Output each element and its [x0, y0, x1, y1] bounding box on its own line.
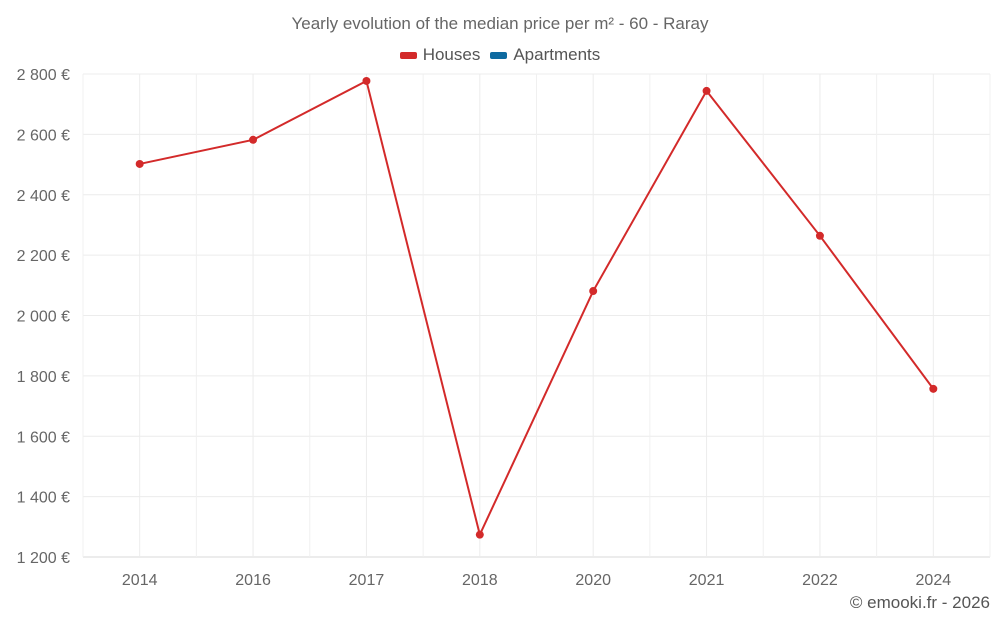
y-tick-label: 2 000 €: [17, 309, 70, 326]
legend: Houses Apartments: [0, 45, 1000, 65]
houses-swatch-icon: [399, 51, 417, 59]
data-point[interactable]: [702, 86, 711, 95]
x-axis: 2014 2016 2017 2018 2020 2021 2022 2024: [122, 572, 951, 589]
data-point[interactable]: [362, 76, 371, 85]
x-tick-label: 2014: [122, 572, 158, 589]
x-tick-label: 2020: [575, 572, 611, 589]
x-tick-label: 2017: [349, 572, 385, 589]
legend-item-apartments[interactable]: Apartments: [490, 45, 600, 65]
x-tick-label: 2024: [916, 572, 952, 589]
chart-title: Yearly evolution of the median price per…: [291, 14, 709, 33]
data-point[interactable]: [929, 384, 938, 393]
y-tick-label: 1 600 €: [17, 429, 70, 446]
x-tick-label: 2016: [235, 572, 271, 589]
houses-series: [135, 76, 938, 539]
x-tick-label: 2018: [462, 572, 498, 589]
x-tick-label: 2022: [802, 572, 838, 589]
x-tick-label: 2021: [689, 572, 725, 589]
grid-lines: [82, 73, 991, 558]
apartments-swatch-icon: [490, 51, 508, 59]
data-point[interactable]: [815, 231, 824, 240]
legend-item-houses[interactable]: Houses: [399, 45, 481, 65]
y-tick-label: 1 400 €: [17, 490, 70, 507]
y-tick-label: 2 800 €: [17, 67, 70, 84]
y-tick-label: 1 200 €: [17, 550, 70, 567]
data-point[interactable]: [135, 159, 144, 168]
legend-label-houses: Houses: [422, 45, 481, 64]
data-point[interactable]: [589, 287, 598, 296]
credit: © emooki.fr - 2026: [849, 593, 990, 612]
data-point[interactable]: [249, 135, 258, 144]
y-tick-label: 2 600 €: [17, 127, 70, 144]
y-axis: 1 200 € 1 400 € 1 600 € 1 800 € 2 000 € 2 200…: [17, 67, 70, 567]
data-point[interactable]: [475, 530, 484, 539]
y-tick-label: 1 800 €: [17, 369, 70, 386]
y-tick-label: 2 400 €: [17, 188, 70, 205]
legend-label-apartments: Apartments: [513, 45, 601, 64]
y-tick-label: 2 200 €: [17, 248, 70, 265]
